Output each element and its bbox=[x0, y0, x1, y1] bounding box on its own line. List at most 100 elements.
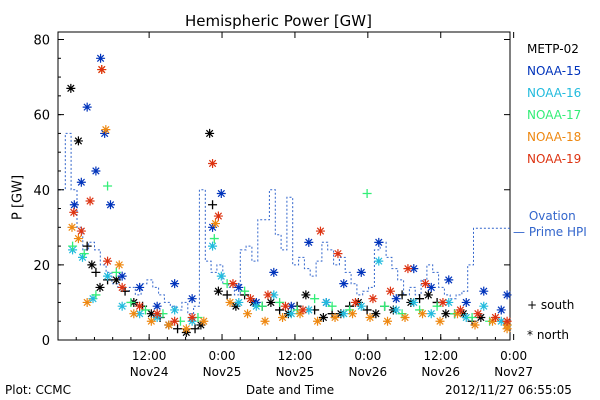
north-point bbox=[444, 297, 454, 307]
south-point bbox=[82, 241, 92, 251]
north-point bbox=[461, 297, 471, 307]
north-point bbox=[330, 312, 340, 322]
star-symbol: * bbox=[527, 328, 533, 342]
north-point bbox=[181, 324, 191, 334]
north-point bbox=[298, 305, 308, 315]
north-point bbox=[418, 309, 428, 319]
north-point bbox=[266, 297, 276, 307]
south-point bbox=[327, 301, 337, 311]
x-tick-label-time: 12:00 bbox=[278, 349, 313, 363]
north-point bbox=[187, 312, 197, 322]
north-point bbox=[117, 282, 127, 292]
plot-border bbox=[57, 31, 511, 341]
series-legend: METP-02 NOAA-15 NOAA-16 NOAA-17 NOAA-18 NOAA-… bbox=[527, 42, 581, 174]
north-point bbox=[152, 301, 162, 311]
north-point bbox=[385, 286, 395, 296]
north-point bbox=[453, 309, 463, 319]
north-point bbox=[286, 301, 296, 311]
north-point bbox=[470, 320, 480, 330]
north-point bbox=[458, 309, 468, 319]
north-point bbox=[426, 309, 436, 319]
north-point bbox=[170, 316, 180, 326]
north-point bbox=[383, 316, 393, 326]
x-axis-label: Date and Time bbox=[245, 383, 335, 397]
south-point bbox=[208, 200, 218, 210]
north-point bbox=[295, 309, 305, 319]
north-point bbox=[96, 53, 106, 63]
north-point bbox=[76, 226, 86, 236]
north-point bbox=[269, 267, 279, 277]
axis-layer: 0 20 40 60 80 12:00 Nov24 0:00 Nov25 12:00 Nov25 0:… bbox=[33, 32, 533, 379]
south-point bbox=[91, 267, 101, 277]
x-tick-label-time: 12:00 bbox=[132, 349, 167, 363]
north-point bbox=[77, 252, 87, 262]
north-point bbox=[101, 125, 111, 135]
x-tick-label-time: 0:00 bbox=[354, 349, 381, 363]
south-point bbox=[380, 301, 390, 311]
north-point bbox=[371, 309, 381, 319]
north-point bbox=[135, 301, 145, 311]
y-tick-label: 0 bbox=[42, 334, 50, 349]
north-point bbox=[213, 286, 223, 296]
north-point bbox=[210, 219, 220, 229]
north-point bbox=[461, 312, 471, 322]
north-point bbox=[103, 271, 113, 281]
satellite-points-layer bbox=[66, 53, 512, 337]
north-label: north bbox=[536, 328, 570, 342]
north-point bbox=[73, 234, 83, 244]
plot-timestamp: 2012/11/27 06:55:05 bbox=[445, 383, 572, 397]
south-point bbox=[415, 294, 425, 304]
north-point bbox=[426, 282, 436, 292]
south-label: south bbox=[540, 298, 575, 312]
south-point bbox=[111, 267, 121, 277]
north-point bbox=[216, 271, 226, 281]
plot-credit: Plot: CCMC bbox=[5, 383, 71, 397]
north-point bbox=[146, 316, 156, 326]
north-point bbox=[117, 271, 127, 281]
north-point bbox=[135, 309, 145, 319]
x-tick-label-time: 0:00 bbox=[209, 349, 236, 363]
south-point bbox=[362, 189, 372, 199]
south-point bbox=[362, 305, 372, 315]
north-point bbox=[502, 316, 512, 326]
north-point bbox=[82, 102, 92, 112]
north-point bbox=[348, 309, 358, 319]
x-tick-label-date: Nov26 bbox=[348, 365, 387, 379]
legend-entry: METP-02 bbox=[527, 42, 579, 56]
north-point bbox=[409, 297, 419, 307]
north-point bbox=[423, 290, 433, 300]
north-point bbox=[100, 128, 110, 138]
x-tick-label-date: Nov27 bbox=[494, 365, 533, 379]
y-tick-label: 80 bbox=[33, 34, 50, 49]
north-point bbox=[368, 294, 378, 304]
plus-symbol: + bbox=[527, 298, 538, 312]
south-point bbox=[140, 305, 150, 315]
north-point bbox=[73, 136, 83, 146]
north-point bbox=[365, 312, 375, 322]
north-point bbox=[234, 282, 244, 292]
north-point bbox=[225, 297, 235, 307]
north-point bbox=[135, 282, 145, 292]
x-tick-label-date: Nov26 bbox=[421, 365, 460, 379]
north-point bbox=[129, 309, 139, 319]
north-point bbox=[374, 256, 384, 266]
south-point bbox=[432, 301, 442, 311]
north-point bbox=[170, 279, 180, 289]
north-point bbox=[97, 65, 107, 75]
north-point bbox=[269, 290, 279, 300]
ovation-legend-entry: — Ovation Prime HPI bbox=[513, 208, 599, 240]
north-point bbox=[251, 301, 261, 311]
north-point bbox=[88, 294, 98, 304]
x-tick-label-date: Nov25 bbox=[276, 365, 315, 379]
north-point bbox=[420, 279, 430, 289]
north-point bbox=[438, 297, 448, 307]
north-point bbox=[105, 200, 115, 210]
north-point bbox=[318, 312, 328, 322]
north-point bbox=[228, 279, 238, 289]
north-point bbox=[313, 316, 323, 326]
south-point bbox=[275, 297, 285, 307]
north-point bbox=[496, 305, 506, 315]
north-point bbox=[117, 301, 127, 311]
north-point bbox=[479, 301, 489, 311]
